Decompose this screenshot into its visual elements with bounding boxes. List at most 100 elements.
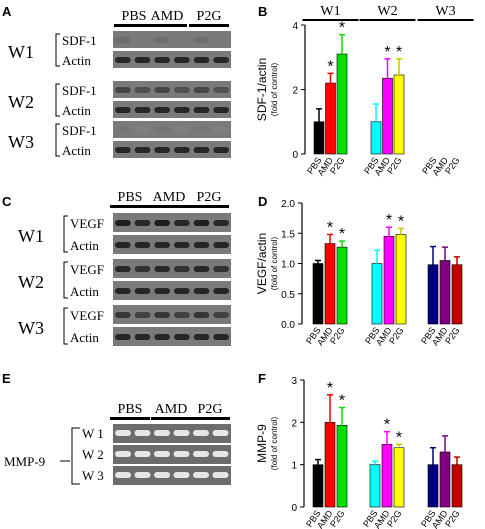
bar xyxy=(439,451,451,508)
y-tick-label: 2 xyxy=(292,86,298,97)
y-axis-label: MMP-9 xyxy=(255,424,269,463)
band xyxy=(115,107,131,113)
band xyxy=(154,312,170,318)
blot-strip xyxy=(113,141,231,158)
lane-label: P2G xyxy=(197,9,222,24)
band xyxy=(174,220,190,226)
blot-strip xyxy=(113,31,231,48)
y-tick-label: 1.5 xyxy=(281,229,295,240)
band xyxy=(154,430,170,436)
bar xyxy=(313,121,325,155)
bar xyxy=(371,263,383,325)
bar xyxy=(393,447,405,508)
blot-strip xyxy=(113,101,231,118)
significance-star: * xyxy=(384,44,390,61)
category-label: P2G xyxy=(443,508,462,528)
band xyxy=(154,220,170,226)
bar xyxy=(336,53,348,155)
group-label: W2 xyxy=(18,272,44,292)
band xyxy=(213,87,229,93)
band-label: Actin xyxy=(70,330,99,345)
blot-strip xyxy=(113,235,231,254)
band xyxy=(134,107,151,113)
band xyxy=(193,472,209,478)
band xyxy=(115,266,131,272)
significance-star: * xyxy=(339,393,345,410)
band xyxy=(174,127,190,133)
row-label: W 1 xyxy=(82,426,104,441)
band xyxy=(193,242,210,248)
band xyxy=(193,57,210,63)
band xyxy=(174,87,190,93)
bracket xyxy=(55,83,60,117)
band xyxy=(174,334,190,340)
lane-underline xyxy=(114,24,154,27)
band xyxy=(134,266,151,272)
band-label: VEGF xyxy=(70,216,104,231)
band xyxy=(213,107,229,113)
panel-letter: A xyxy=(2,4,12,19)
y-tick-label: 0 xyxy=(291,503,297,514)
band xyxy=(174,288,190,294)
band xyxy=(154,87,170,93)
blot-group-W1: W1 VEGF Actin xyxy=(18,213,231,254)
band-label: Actin xyxy=(62,103,91,118)
band xyxy=(213,220,229,226)
band xyxy=(213,334,229,340)
lane-underline xyxy=(190,417,230,420)
blot-group-W1: W1 SDF-1 Actin xyxy=(8,31,231,68)
band-label: Actin xyxy=(70,284,99,299)
band xyxy=(193,127,210,133)
significance-star: * xyxy=(386,212,392,229)
blot-strip xyxy=(113,259,231,278)
lane-label: P2G xyxy=(198,402,223,417)
bar xyxy=(382,77,393,155)
band xyxy=(193,451,209,457)
band-label: Actin xyxy=(62,53,91,68)
lane-underline xyxy=(149,205,189,208)
blot-strip xyxy=(113,281,231,300)
y-tick-label: 0 xyxy=(292,150,298,161)
group-label: W1 xyxy=(320,4,340,19)
band-label: SDF-1 xyxy=(62,33,97,48)
group-label: W3 xyxy=(8,132,34,152)
band xyxy=(193,37,210,43)
group-label: W1 xyxy=(18,226,44,246)
band xyxy=(154,37,170,43)
row-label: W 2 xyxy=(82,447,104,462)
lane-label: AMD xyxy=(153,190,186,205)
band xyxy=(154,334,170,340)
category-label: P2G xyxy=(443,325,462,345)
y-tick-label: 0.5 xyxy=(281,290,295,301)
lane-label: P2G xyxy=(197,190,222,205)
group-label: W3 xyxy=(435,4,455,19)
band xyxy=(154,242,170,248)
band xyxy=(154,107,170,113)
y-axis-label: VEGF/actin xyxy=(255,233,269,294)
bracket xyxy=(63,261,68,299)
lane-label: AMD xyxy=(155,402,188,417)
band xyxy=(213,57,229,63)
blot-strip xyxy=(113,121,231,138)
band xyxy=(134,288,151,294)
band-label: SDF-1 xyxy=(62,123,97,138)
band xyxy=(115,430,131,436)
band xyxy=(174,266,190,272)
band xyxy=(154,147,170,153)
band xyxy=(193,288,210,294)
y-tick-label: 4 xyxy=(292,21,298,32)
band xyxy=(193,220,210,226)
panel-letter: C xyxy=(2,194,12,209)
band xyxy=(115,37,131,43)
bracket xyxy=(55,123,60,157)
band xyxy=(134,147,151,153)
band xyxy=(134,312,151,318)
blot-group-W2: W2 VEGF Actin xyxy=(18,259,231,300)
significance-star: * xyxy=(327,380,333,397)
y-tick-label: 3 xyxy=(291,376,297,387)
category-label: P2G xyxy=(328,508,347,528)
bar xyxy=(325,82,336,155)
